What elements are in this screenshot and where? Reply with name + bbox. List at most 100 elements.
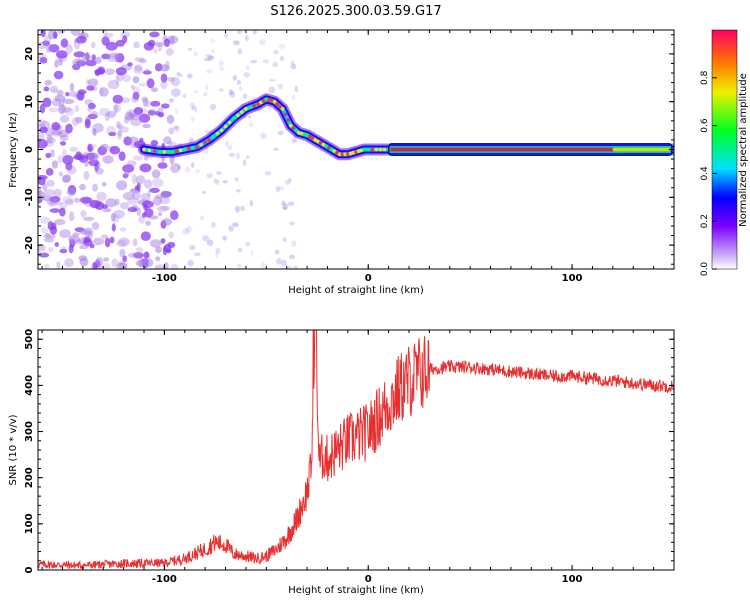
noise-blob <box>58 104 66 115</box>
noise-blob <box>235 206 240 214</box>
noise-blob <box>243 71 251 78</box>
noise-blob <box>187 47 193 51</box>
noise-blob <box>213 178 218 184</box>
noise-blob <box>216 171 222 175</box>
noise-blob <box>65 43 73 54</box>
noise-blob <box>38 105 48 110</box>
ridge-peak <box>153 149 157 153</box>
ridge-peak <box>223 124 228 129</box>
y-tick-label: -10 <box>24 188 35 206</box>
noise-blob <box>140 231 151 241</box>
noise-blob <box>202 190 207 195</box>
noise-blob <box>65 92 70 97</box>
noise-blob <box>206 69 213 74</box>
ridge-peak <box>291 126 296 130</box>
noise-blob <box>287 201 295 206</box>
noise-blob <box>65 123 73 134</box>
noise-blob <box>106 125 116 135</box>
noise-blob <box>43 35 52 45</box>
snr-xlabel: Height of straight line (km) <box>288 585 424 596</box>
noise-blob <box>67 165 77 175</box>
noise-blob <box>112 94 124 104</box>
ridge-peak <box>166 150 171 154</box>
noise-blob <box>44 237 55 243</box>
noise-blob <box>83 171 90 180</box>
noise-blob <box>113 209 125 219</box>
noise-blob <box>142 123 151 129</box>
noise-blob <box>279 55 285 62</box>
noise-blob <box>203 91 208 97</box>
noise-blob <box>234 177 239 182</box>
x-tick-label: 0 <box>365 574 372 585</box>
noise-blob <box>229 90 236 98</box>
noise-blob <box>133 252 144 259</box>
snr-frame <box>37 329 675 571</box>
noise-blob <box>107 79 120 90</box>
noise-blob <box>145 68 150 74</box>
noise-blob <box>38 132 45 141</box>
noise-blob <box>282 206 287 211</box>
noise-blob <box>278 185 285 191</box>
noise-blob <box>282 237 287 242</box>
ridge-peak <box>269 99 274 103</box>
noise-blob <box>142 200 154 209</box>
noise-blob <box>54 242 59 247</box>
ridge-peak <box>351 150 356 155</box>
noise-blob <box>210 37 215 44</box>
noise-blob <box>148 215 159 220</box>
noise-blob <box>167 241 176 249</box>
noise-blob <box>70 30 81 36</box>
ridge-peak <box>378 147 383 152</box>
colorbar-tick-label: 0.0 <box>700 262 710 277</box>
noise-blob <box>59 141 67 146</box>
noise-blob <box>54 219 66 226</box>
noise-blob <box>290 60 294 65</box>
ridge-peak <box>248 105 252 110</box>
noise-blob <box>294 85 298 93</box>
noise-blob <box>135 175 146 185</box>
noise-blob <box>143 251 150 259</box>
noise-blob <box>149 187 160 193</box>
ridge-peak <box>297 131 301 135</box>
noise-blob <box>168 98 174 103</box>
noise-blob <box>74 104 80 113</box>
ridge-peak <box>337 152 342 157</box>
noise-blob <box>69 82 75 92</box>
noise-blob <box>43 86 50 92</box>
noise-blob <box>44 79 52 86</box>
noise-blob <box>171 263 178 269</box>
noise-blob <box>115 39 125 47</box>
noise-blob <box>47 137 56 144</box>
ridge-peak <box>324 144 328 149</box>
ridge-peak <box>354 150 358 154</box>
noise-blob <box>144 208 154 218</box>
noise-blob <box>108 131 117 137</box>
noise-blob <box>277 83 284 90</box>
colorbar: 0.0 0.2 0.4 0.6 0.8 Normalized spectral ampl… <box>700 29 749 277</box>
noise-blob <box>147 108 157 117</box>
noise-blob <box>40 216 51 224</box>
noise-blob <box>48 44 60 53</box>
noise-blob <box>48 246 54 253</box>
noise-blob <box>101 262 111 269</box>
noise-blob <box>38 244 46 252</box>
x-tick-label: 100 <box>562 574 583 585</box>
ridge-peak <box>318 141 323 145</box>
noise-blob <box>136 207 141 216</box>
noise-blob <box>219 65 225 72</box>
noise-blob <box>58 171 63 177</box>
noise-blob <box>237 48 243 55</box>
noise-blob <box>110 212 116 222</box>
ridge-peak <box>240 110 244 114</box>
noise-blob <box>122 192 135 201</box>
noise-blob <box>49 225 58 235</box>
noise-blob <box>225 140 229 147</box>
noise-blob <box>102 208 112 213</box>
noise-blob <box>106 110 117 118</box>
noise-blob <box>215 251 219 258</box>
ridge-peak <box>283 112 288 117</box>
noise-blob <box>211 48 215 54</box>
noise-blob <box>143 42 154 51</box>
y-tick-label: 200 <box>24 467 35 488</box>
noise-blob <box>59 207 66 217</box>
